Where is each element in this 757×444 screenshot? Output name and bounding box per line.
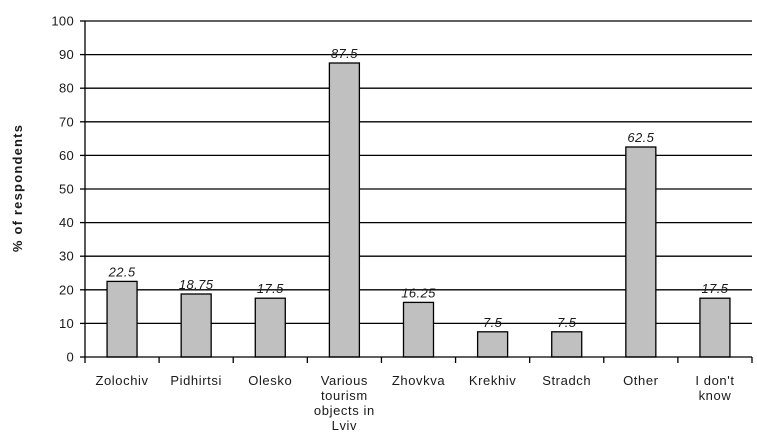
data-label: 18.75: [179, 277, 214, 292]
category-label: Various tourism objects in Lviv: [314, 373, 375, 433]
y-tick-label: 50: [59, 182, 74, 197]
category-label: Zolochiv: [95, 373, 148, 388]
y-tick-label: 30: [59, 249, 74, 264]
bars: [106, 62, 731, 358]
category-label: Stradch: [542, 373, 591, 388]
axes: [80, 20, 753, 363]
category-label: Zhovkva: [392, 373, 446, 388]
category-label: Pidhirtsi: [170, 373, 222, 388]
data-label: 16.25: [401, 285, 436, 300]
category-label: I don't know: [695, 373, 734, 403]
bar: [106, 280, 138, 358]
data-label: 17.5: [701, 281, 728, 296]
y-tick-label: 20: [59, 282, 74, 297]
data-label: 17.5: [257, 281, 284, 296]
bar: [699, 297, 731, 358]
y-tick-label: 60: [59, 148, 74, 163]
y-tick-label: 70: [59, 114, 74, 129]
y-tick-label: 0: [66, 350, 74, 365]
y-axis-title: % of respondents: [10, 124, 25, 252]
category-label: Krekhiv: [469, 373, 517, 388]
y-tick-label: 80: [59, 81, 74, 96]
bar: [254, 297, 286, 358]
y-tick-labels: 0 10 20 30 40 50 60 70 80 90 100: [51, 14, 74, 365]
bar: [402, 301, 435, 358]
y-tick-label: 10: [59, 316, 74, 331]
bar: [328, 62, 361, 358]
bar: [180, 293, 212, 358]
y-tick-label: 100: [51, 14, 74, 29]
data-label: 22.5: [108, 264, 136, 279]
y-tick-label: 40: [59, 215, 74, 230]
data-label: 62.5: [627, 130, 654, 145]
bar: [551, 331, 583, 358]
data-label: 87.5: [331, 46, 358, 61]
category-label: Other: [623, 373, 659, 388]
category-labels: Zolochiv Pidhirtsi Olesko Various tourism obj…: [95, 373, 734, 433]
data-label: 7.5: [557, 315, 577, 330]
data-labels: 22.5 18.75 17.5 87.5 16.25 7.5 7.5 62.5 17.5: [108, 46, 729, 330]
data-label: 7.5: [483, 315, 503, 330]
gridlines: [85, 20, 752, 325]
bar: [476, 331, 509, 358]
y-tick-label: 90: [59, 47, 74, 62]
bar: [625, 146, 657, 358]
category-label: Olesko: [248, 373, 292, 388]
